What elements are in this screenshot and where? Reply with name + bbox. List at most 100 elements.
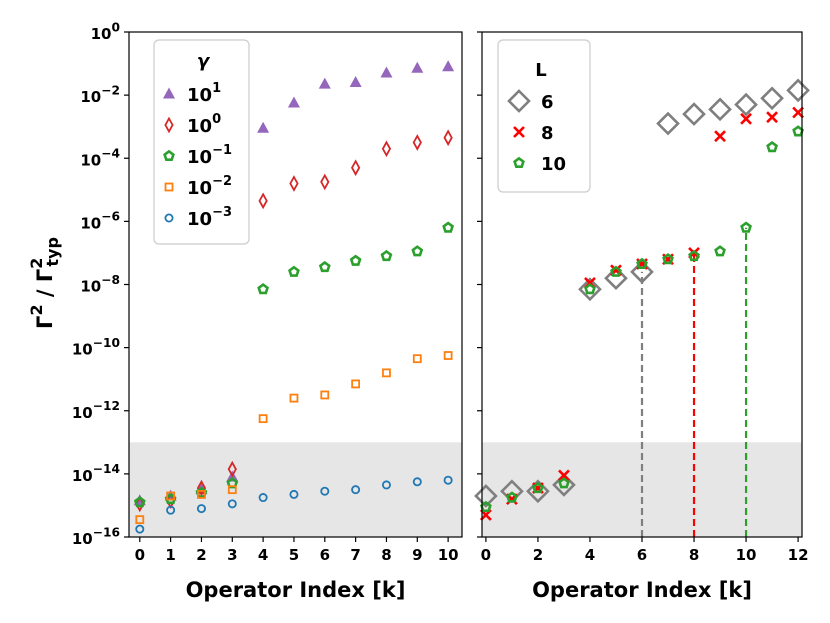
legend-marker [507, 89, 531, 113]
x-tick-label: 6 [320, 546, 330, 564]
data-point [320, 173, 330, 191]
data-point [196, 504, 206, 514]
data-point [532, 481, 544, 494]
data-point [506, 491, 518, 503]
data-point [714, 245, 726, 257]
data-point [289, 393, 299, 403]
legend-marker [163, 149, 175, 162]
data-point [558, 469, 570, 482]
x-tick-label: 4 [585, 546, 595, 564]
data-point [227, 499, 237, 509]
y-tick-label: 10−6 [80, 210, 120, 233]
data-point [196, 479, 207, 497]
data-point [226, 477, 239, 489]
data-point [792, 125, 804, 137]
data-point [760, 86, 784, 111]
data-point [166, 505, 176, 515]
legend-label: 6 [541, 92, 554, 113]
x-tick-label: 2 [533, 546, 543, 564]
data-point [411, 245, 424, 257]
data-point [552, 473, 576, 497]
data-point [474, 484, 498, 508]
data-point [349, 254, 362, 266]
data-point [380, 249, 393, 262]
data-point [662, 253, 674, 265]
data-point [227, 460, 237, 478]
data-point [135, 495, 145, 513]
data-point [258, 493, 268, 503]
data-point [766, 111, 779, 124]
x-axis-label: Operator Index [k] [532, 578, 752, 602]
data-point [382, 368, 391, 378]
data-point [740, 112, 752, 125]
data-point [443, 475, 453, 485]
x-tick-label: 4 [258, 546, 268, 564]
data-point [320, 486, 330, 496]
data-point [318, 260, 331, 273]
y-tick-label: 10−2 [80, 83, 120, 106]
legend-title: L [535, 60, 546, 81]
x-tick-label: 12 [788, 546, 809, 564]
legend-marker [513, 156, 525, 169]
data-point [351, 379, 361, 389]
data-point [442, 221, 455, 233]
data-point [135, 524, 145, 534]
data-point [412, 477, 422, 487]
legend-label: 8 [541, 123, 554, 144]
data-point [412, 134, 422, 151]
y-tick-label: 10−12 [72, 399, 120, 422]
data-point [688, 249, 700, 262]
data-point [656, 111, 680, 136]
legend-box [153, 39, 250, 245]
y-tick-label: 10−8 [80, 273, 120, 296]
data-point [682, 102, 706, 126]
data-point [349, 76, 362, 87]
data-point [610, 265, 622, 277]
x-tick-label: 5 [289, 546, 299, 564]
legend-label: 10−2 [187, 174, 232, 199]
data-point [227, 485, 237, 495]
x-tick-label: 3 [227, 546, 237, 564]
data-point [258, 414, 268, 424]
legend-marker [164, 116, 174, 134]
data-point [289, 489, 299, 499]
data-point [197, 489, 206, 499]
legend-marker [164, 182, 174, 192]
x-tick-label: 8 [689, 546, 699, 564]
data-point [766, 140, 778, 153]
data-point [351, 485, 361, 495]
data-point [526, 479, 550, 504]
data-point [734, 92, 758, 117]
data-point [604, 266, 628, 291]
legend: γ 101 100 10−1 10−2 10−3 [153, 39, 250, 245]
y-tick-label: 10−4 [80, 147, 120, 170]
y-tick-label: 100 [91, 20, 120, 43]
y-axis-label: Γ2 / Γ2typ [27, 237, 62, 329]
x-axis-label: Operator Index [k] [186, 578, 406, 602]
x-tick-label: 8 [381, 546, 391, 564]
legend-label: 101 [187, 81, 221, 106]
data-point [740, 221, 752, 233]
x-tick-label: 9 [412, 546, 422, 564]
data-point [166, 491, 176, 501]
x-tick-label: 10 [736, 546, 757, 564]
data-point [786, 78, 810, 103]
data-point [289, 175, 299, 192]
x-tick-label: 10 [438, 546, 459, 564]
shaded-region [129, 442, 462, 537]
legend-label: 10−1 [187, 143, 232, 168]
data-point [350, 159, 361, 177]
y-tick-label: 10−14 [72, 462, 120, 485]
x-tick-label: 6 [637, 546, 647, 564]
left-panel: 0 1 2 3 4 5 6 7 8 9 10 100 10−2 10−4 10−6 10−8 10−10 10−1… [72, 20, 463, 602]
x-tick-label: 2 [196, 546, 206, 564]
data-point [133, 496, 146, 508]
data-point [411, 61, 424, 73]
legend-label: 10 [541, 154, 566, 175]
data-point [257, 283, 270, 295]
data-point [714, 130, 726, 143]
x-tick-label: 0 [135, 546, 145, 564]
data-point [443, 351, 453, 360]
legend-label: 100 [187, 112, 221, 137]
y-tick-label: 10−10 [72, 336, 120, 359]
